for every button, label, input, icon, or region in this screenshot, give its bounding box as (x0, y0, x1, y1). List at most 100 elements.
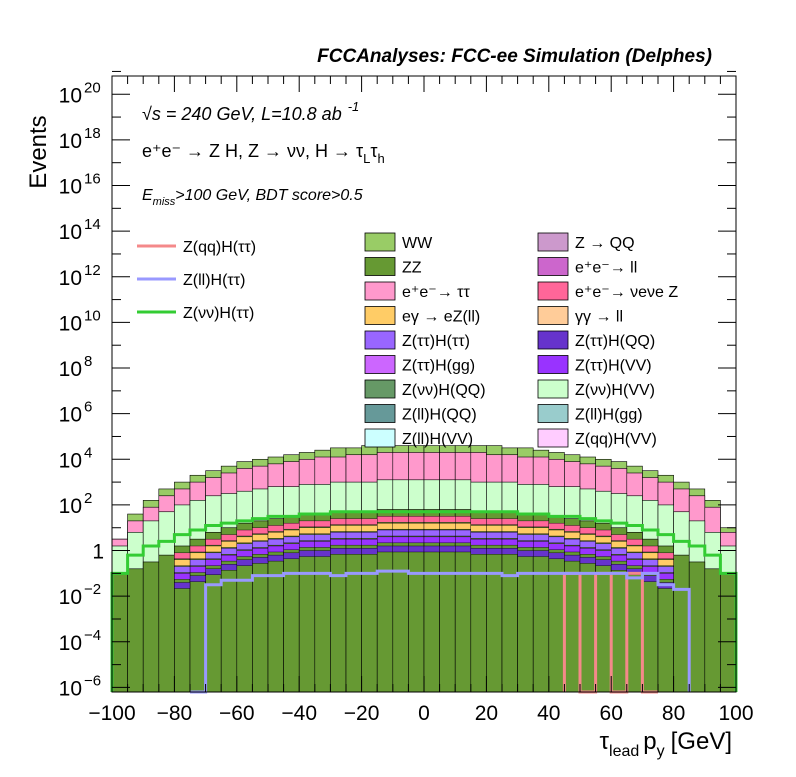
band-e⁺e⁻→ νeνe Z-4 (174, 552, 191, 560)
process-sub-L: L (363, 151, 370, 166)
annotation-cuts: Emiss>100 GeV, BDT score>0.5 (142, 187, 363, 208)
band-Z(ττ)H(ττ)-26 (517, 534, 534, 541)
legend-fill-swatch (537, 428, 569, 448)
band-Z(ττ)H(VV)-30 (579, 548, 596, 555)
band-e⁺e⁻→ νeνe Z-30 (579, 527, 596, 534)
band-e⁺e⁻→ νeνe Z-8 (236, 529, 253, 537)
band-Z(ττ)H(VV)-16 (361, 538, 378, 546)
band-Z(ττ)H(ττ)-11 (283, 536, 300, 544)
y-tick-exponent: 18 (84, 125, 101, 142)
y-tick-label: 10 (59, 84, 82, 107)
x-label-unit: [GeV] (671, 728, 732, 755)
band-e⁺e⁻→ νeνe Z-34 (642, 545, 659, 553)
y-tick-exponent: 2 (84, 490, 92, 507)
band-eγ → eZ(ll)-27 (533, 527, 550, 534)
band-Z(ττ)H(ττ)-34 (642, 559, 659, 566)
svg-text:Emiss>100 GeV, BDT score>0.5: Emiss>100 GeV, BDT score>0.5 (142, 187, 363, 208)
legend-fill-label: Z → QQ (575, 235, 635, 252)
band-e⁺e⁻→ νeνe Z-10 (267, 525, 284, 532)
band-Z(ττ)H(ττ)-18 (392, 529, 409, 537)
legend-fill-swatch (537, 404, 569, 423)
legend-fill-label: eγ → eZ(ll) (402, 309, 480, 326)
band-eγ → eZ(ll)-16 (361, 525, 378, 532)
band-Z(ττ)H(VV)-17 (377, 536, 394, 544)
y-tick-exponent: 14 (84, 216, 101, 233)
bar-zz-14 (330, 511, 347, 693)
bar-zz-15 (345, 511, 362, 693)
legend-fill-swatch (364, 281, 396, 301)
svg-text:√s = 240 GeV, L=10.8 ab-1: √s = 240 GeV, L=10.8 ab -1 (142, 99, 359, 124)
band-eγ → eZ(ll)-10 (267, 532, 284, 539)
x-tick-label: 20 (475, 702, 498, 725)
legend-fill-swatch (537, 355, 569, 374)
legend-fill-label: Z(νν)H(QQ) (402, 382, 486, 399)
legend-fill-label: WW (402, 235, 433, 252)
x-tick-label: −100 (88, 702, 135, 725)
legend-fill-swatch (364, 330, 396, 350)
band-eγ → eZ(ll)-17 (377, 522, 394, 530)
band-Z(ττ)H(ττ)-25 (501, 532, 518, 539)
legend-fill-swatch (537, 330, 569, 350)
band-Z(ττ)H(QQ)-20 (423, 545, 440, 553)
svg-text:e⁺e⁻ → Z H, Z → νν, H → τLτh: e⁺e⁻ → Z H, Z → νν, H → τLτh (142, 141, 385, 166)
band-Z(ττ)H(QQ)-18 (392, 545, 409, 553)
band-Z(ττ)H(VV)-19 (408, 536, 425, 544)
band-e⁺e⁻→ νeνe Z-31 (595, 529, 612, 537)
cut-miss: miss (153, 196, 176, 208)
legend-fill-label: Z(ll)H(VV) (402, 431, 473, 448)
band-e⁺e⁻→ νeνe Z-5 (189, 545, 206, 553)
band-e⁺e⁻→ νeνe Z-25 (501, 518, 518, 525)
band-e⁺e⁻→ νeνe Z-19 (408, 516, 425, 523)
band-Z(ττ)H(ττ)-23 (470, 532, 487, 539)
band-Z(ττ)H(ττ)-4 (174, 566, 191, 573)
band-e⁺e⁻→ νeνe Z-12 (299, 520, 316, 528)
band-Z(ττ)H(ττ)-12 (299, 534, 316, 541)
legend-fill-swatch (364, 257, 396, 276)
band-Z(ττ)H(VV)-24 (486, 538, 503, 546)
annotation-process: e⁺e⁻ → Z H, Z → νν, H → τLτh (142, 141, 385, 166)
band-eγ → eZ(ll)-12 (299, 527, 316, 534)
band-eγ → eZ(ll)-18 (392, 522, 409, 530)
lumi-exponent: -1 (348, 99, 360, 114)
band-Z(ττ)H(VV)-21 (439, 536, 456, 544)
band-Z(ττ)H(VV)-27 (533, 541, 550, 548)
band-eγ → eZ(ll)-29 (564, 532, 581, 539)
band-Z(ττ)H(ττ)-28 (548, 536, 565, 544)
band-Z(ττ)H(VV)-5 (189, 566, 206, 573)
band-eγ → eZ(ll)-19 (408, 522, 425, 530)
band-Z(ττ)H(ττ)-20 (423, 529, 440, 537)
bar-zz-23 (470, 511, 487, 693)
band-Z(ττ)H(ττ)-22 (455, 529, 472, 537)
band-e⁺e⁻→ νeνe Z-22 (455, 516, 472, 523)
legend-line-label: Z(νν)H(ττ) (183, 305, 254, 322)
y-tick-label: 10 (59, 130, 82, 153)
legend-fill-label: Z(ττ)H(VV) (575, 358, 652, 375)
band-e⁺e⁻→ νeνe Z-16 (361, 518, 378, 525)
band-e⁺e⁻→ νeνe Z-21 (439, 516, 456, 523)
legend-fill-swatch (537, 257, 569, 276)
ticks-layer: −100 −80 −60 −40 −20 0 20 40 60 80 10010−610−410−2… (59, 70, 754, 725)
band-Z(ττ)H(ττ)-21 (439, 529, 456, 537)
band-Z(ττ)H(VV)-4 (174, 573, 191, 580)
bar-zz-24 (486, 511, 503, 693)
bar-zz-3 (158, 554, 175, 693)
x-tick-label: −40 (281, 702, 317, 725)
y-axis-label: Events (25, 115, 52, 188)
signal-line-Z(ll)H(ττ) (190, 569, 691, 694)
band-eγ → eZ(ll)-33 (626, 545, 643, 553)
legend-fill-label: ZZ (402, 260, 422, 277)
band-Z(ττ)H(QQ)-22 (455, 545, 472, 553)
legend-fill-label: e⁺e⁻→ ll (575, 260, 637, 277)
band-Z(ττ)H(ττ)-24 (486, 532, 503, 539)
band-Z(ττ)H(QQ)-7 (220, 564, 237, 571)
band-eγ → eZ(ll)-22 (455, 522, 472, 530)
band-Z(ττ)H(QQ)-9 (252, 557, 269, 564)
y-tick-exponent: 4 (84, 444, 92, 461)
band-e⁺e⁻→ νeνe Z-29 (564, 525, 581, 532)
y-tick-label: 10 (59, 677, 82, 700)
x-tick-label: 100 (718, 702, 753, 725)
band-Z(ττ)H(VV)-14 (330, 538, 347, 546)
band-Z(ττ)H(VV)-22 (455, 536, 472, 544)
band-e⁺e⁻→ νeνe Z-9 (252, 527, 269, 534)
